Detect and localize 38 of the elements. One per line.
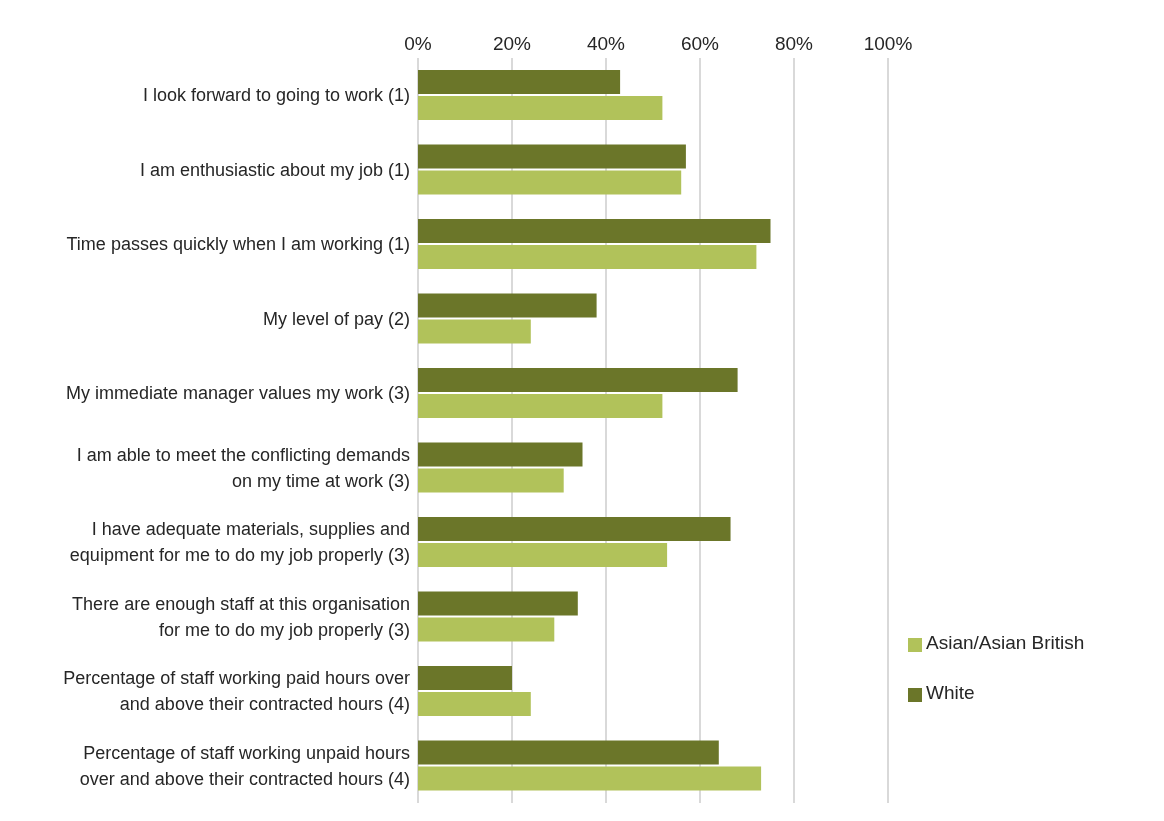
bar	[418, 468, 564, 493]
bar	[418, 591, 578, 616]
bar	[418, 766, 762, 791]
bar	[418, 393, 663, 418]
y-tick-label: Percentage of staff working unpaid hours over and above their contracted hours (4)	[79, 742, 410, 789]
bar	[418, 218, 771, 243]
y-tick-label: I am able to meet the conflicting demands on my time at work (3)	[76, 444, 410, 491]
y-tick-label: I am enthusiastic about my job (1)	[139, 159, 410, 180]
bar	[418, 617, 555, 642]
y-tick-label: Time passes quickly when I am working (1)	[66, 234, 410, 255]
x-tick-label: 100%	[863, 33, 913, 54]
bar	[418, 542, 668, 567]
legend-label: Asian/Asian British	[926, 632, 1085, 653]
y-tick-label: Percentage of staff working paid hours over and above their contracted hours (4)	[63, 668, 410, 715]
y-tick-label: I look forward to going to work (1)	[142, 85, 410, 106]
bar	[418, 691, 531, 716]
legend-label: White	[926, 682, 975, 703]
y-tick-label: My immediate manager values my work (3)	[65, 383, 410, 404]
x-tick-label: 40%	[586, 33, 626, 54]
y-tick-label: There are enough staff at this organisation for me to do my job properly (3)	[72, 593, 410, 640]
x-tick-label: 60%	[680, 33, 720, 54]
bar	[418, 144, 686, 169]
bar	[418, 665, 512, 690]
bar	[418, 170, 682, 195]
x-tick-label: 0%	[404, 33, 432, 54]
bar	[418, 69, 621, 94]
bar	[418, 244, 757, 269]
x-tick-label: 80%	[774, 33, 814, 54]
bar	[418, 516, 731, 541]
bar	[418, 442, 583, 467]
y-tick-label: I have adequate materials, supplies and equipment for me to do my job properly (3)	[69, 519, 410, 566]
bar	[418, 293, 597, 318]
bar	[418, 95, 663, 120]
bar	[418, 367, 738, 392]
x-tick-label: 20%	[492, 33, 532, 54]
bar	[418, 740, 719, 765]
bar	[418, 319, 531, 344]
y-tick-label: My level of pay (2)	[262, 308, 410, 329]
